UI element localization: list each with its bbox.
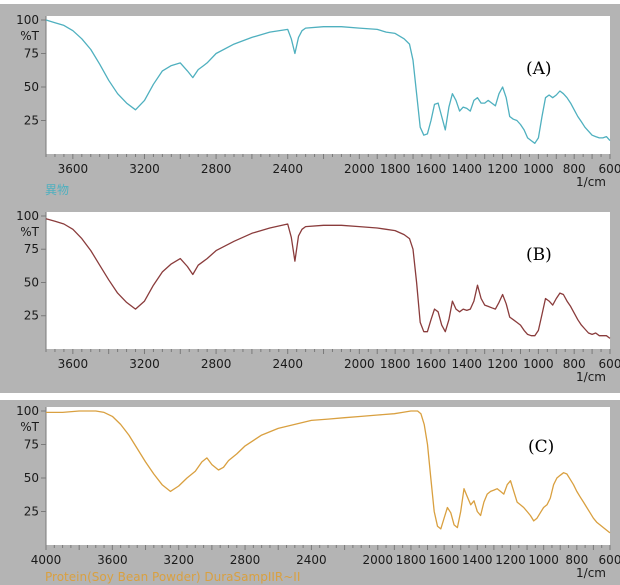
- x-tick-label: 2800: [201, 357, 232, 371]
- x-tick-label: 1400: [451, 162, 482, 176]
- x-tick-label: 2800: [201, 162, 232, 176]
- x-tick-label: 2800: [230, 553, 261, 567]
- y-tick-label: 75: [24, 47, 39, 61]
- x-tick-label: 1600: [416, 162, 447, 176]
- x-tick-label: 1200: [487, 162, 518, 176]
- panel-title: (C): [528, 437, 554, 457]
- spectrum-panel-c: 100 75 50 25 %T 4000 3600 3200 2800 2400 2000 1800 1…: [0, 400, 620, 585]
- x-tick-label: 3200: [129, 357, 160, 371]
- x-tick-label: 2400: [272, 162, 303, 176]
- y-tick-label: 50: [24, 275, 39, 289]
- y-tick-label: 75: [24, 438, 39, 452]
- x-tick-label: 1200: [495, 553, 526, 567]
- plot-area: [46, 16, 610, 154]
- spectrum-chart: 100 75 50 25 %T 3600 3200 2800 2400 2000 1800 1600 1…: [0, 202, 620, 393]
- x-tick-label: 800: [563, 162, 586, 176]
- x-tick-label: 2400: [272, 357, 303, 371]
- x-unit-label: 1/cm: [576, 175, 606, 189]
- x-tick-label: 2000: [344, 162, 375, 176]
- x-tick-label: 3600: [58, 357, 89, 371]
- x-tick-label: 1400: [462, 553, 493, 567]
- x-tick-label: 2000: [362, 553, 393, 567]
- x-tick-label: 600: [599, 553, 620, 567]
- y-axis-label: %T: [20, 420, 39, 434]
- x-tick-label: 600: [599, 357, 620, 371]
- x-tick-label: 4000: [31, 553, 62, 567]
- spectrum-chart: 100 75 50 25 %T 3600 3200 2800 2400 2000 1800 1600 1…: [0, 4, 620, 202]
- spectrum-series-line: [46, 410, 611, 534]
- x-tick-label: 2400: [296, 553, 327, 567]
- x-tick-label: 1000: [528, 553, 559, 567]
- y-tick-label: 50: [24, 80, 39, 94]
- y-tick-label: 25: [24, 114, 39, 128]
- x-tick-label: 1000: [523, 357, 554, 371]
- x-tick-label: 2000: [344, 357, 375, 371]
- y-axis-label: %T: [20, 29, 39, 43]
- sample-name-label: Protein(Soy Bean Powder) DuraSampIIR~II: [45, 570, 300, 584]
- x-tick-label: 800: [563, 357, 586, 371]
- x-unit-label: 1/cm: [576, 566, 606, 580]
- x-tick-label: 3600: [58, 162, 89, 176]
- plot-area: [46, 212, 610, 349]
- x-tick-label: 1400: [451, 357, 482, 371]
- sample-name-label: 異物: [45, 183, 69, 197]
- x-tick-label: 1600: [429, 553, 460, 567]
- x-tick-label: 1800: [396, 553, 427, 567]
- x-tick-label: 1800: [380, 162, 411, 176]
- y-tick-label: 100: [16, 209, 39, 223]
- x-tick-label: 1600: [416, 357, 447, 371]
- spectrum-series-line: [45, 218, 611, 339]
- x-tick-label: 800: [565, 553, 588, 567]
- y-tick-label: 75: [24, 242, 39, 256]
- y-axis-label: %T: [20, 225, 39, 239]
- spectrum-panel-a: 100 75 50 25 %T 3600 3200 2800 2400 2000 1800 1600 1…: [0, 4, 620, 202]
- y-tick-label: 100: [16, 13, 39, 27]
- panel-title: (A): [526, 59, 552, 79]
- spectrum-panel-b: 100 75 50 25 %T 3600 3200 2800 2400 2000 1800 1600 1…: [0, 202, 620, 393]
- spectrum-series-line: [45, 19, 611, 144]
- y-tick-label: 50: [24, 471, 39, 485]
- x-unit-label: 1/cm: [576, 370, 606, 384]
- x-tick-label: 1200: [487, 357, 518, 371]
- y-tick-label: 25: [24, 309, 39, 323]
- y-tick-label: 100: [16, 404, 39, 418]
- x-tick-label: 3200: [129, 162, 160, 176]
- panel-title: (B): [526, 245, 552, 265]
- y-tick-label: 25: [24, 505, 39, 519]
- x-tick-label: 1000: [523, 162, 554, 176]
- x-tick-label: 3600: [97, 553, 128, 567]
- x-tick-label: 3200: [163, 553, 194, 567]
- x-tick-label: 1800: [380, 357, 411, 371]
- x-tick-label: 600: [599, 162, 620, 176]
- plot-area: [46, 407, 610, 545]
